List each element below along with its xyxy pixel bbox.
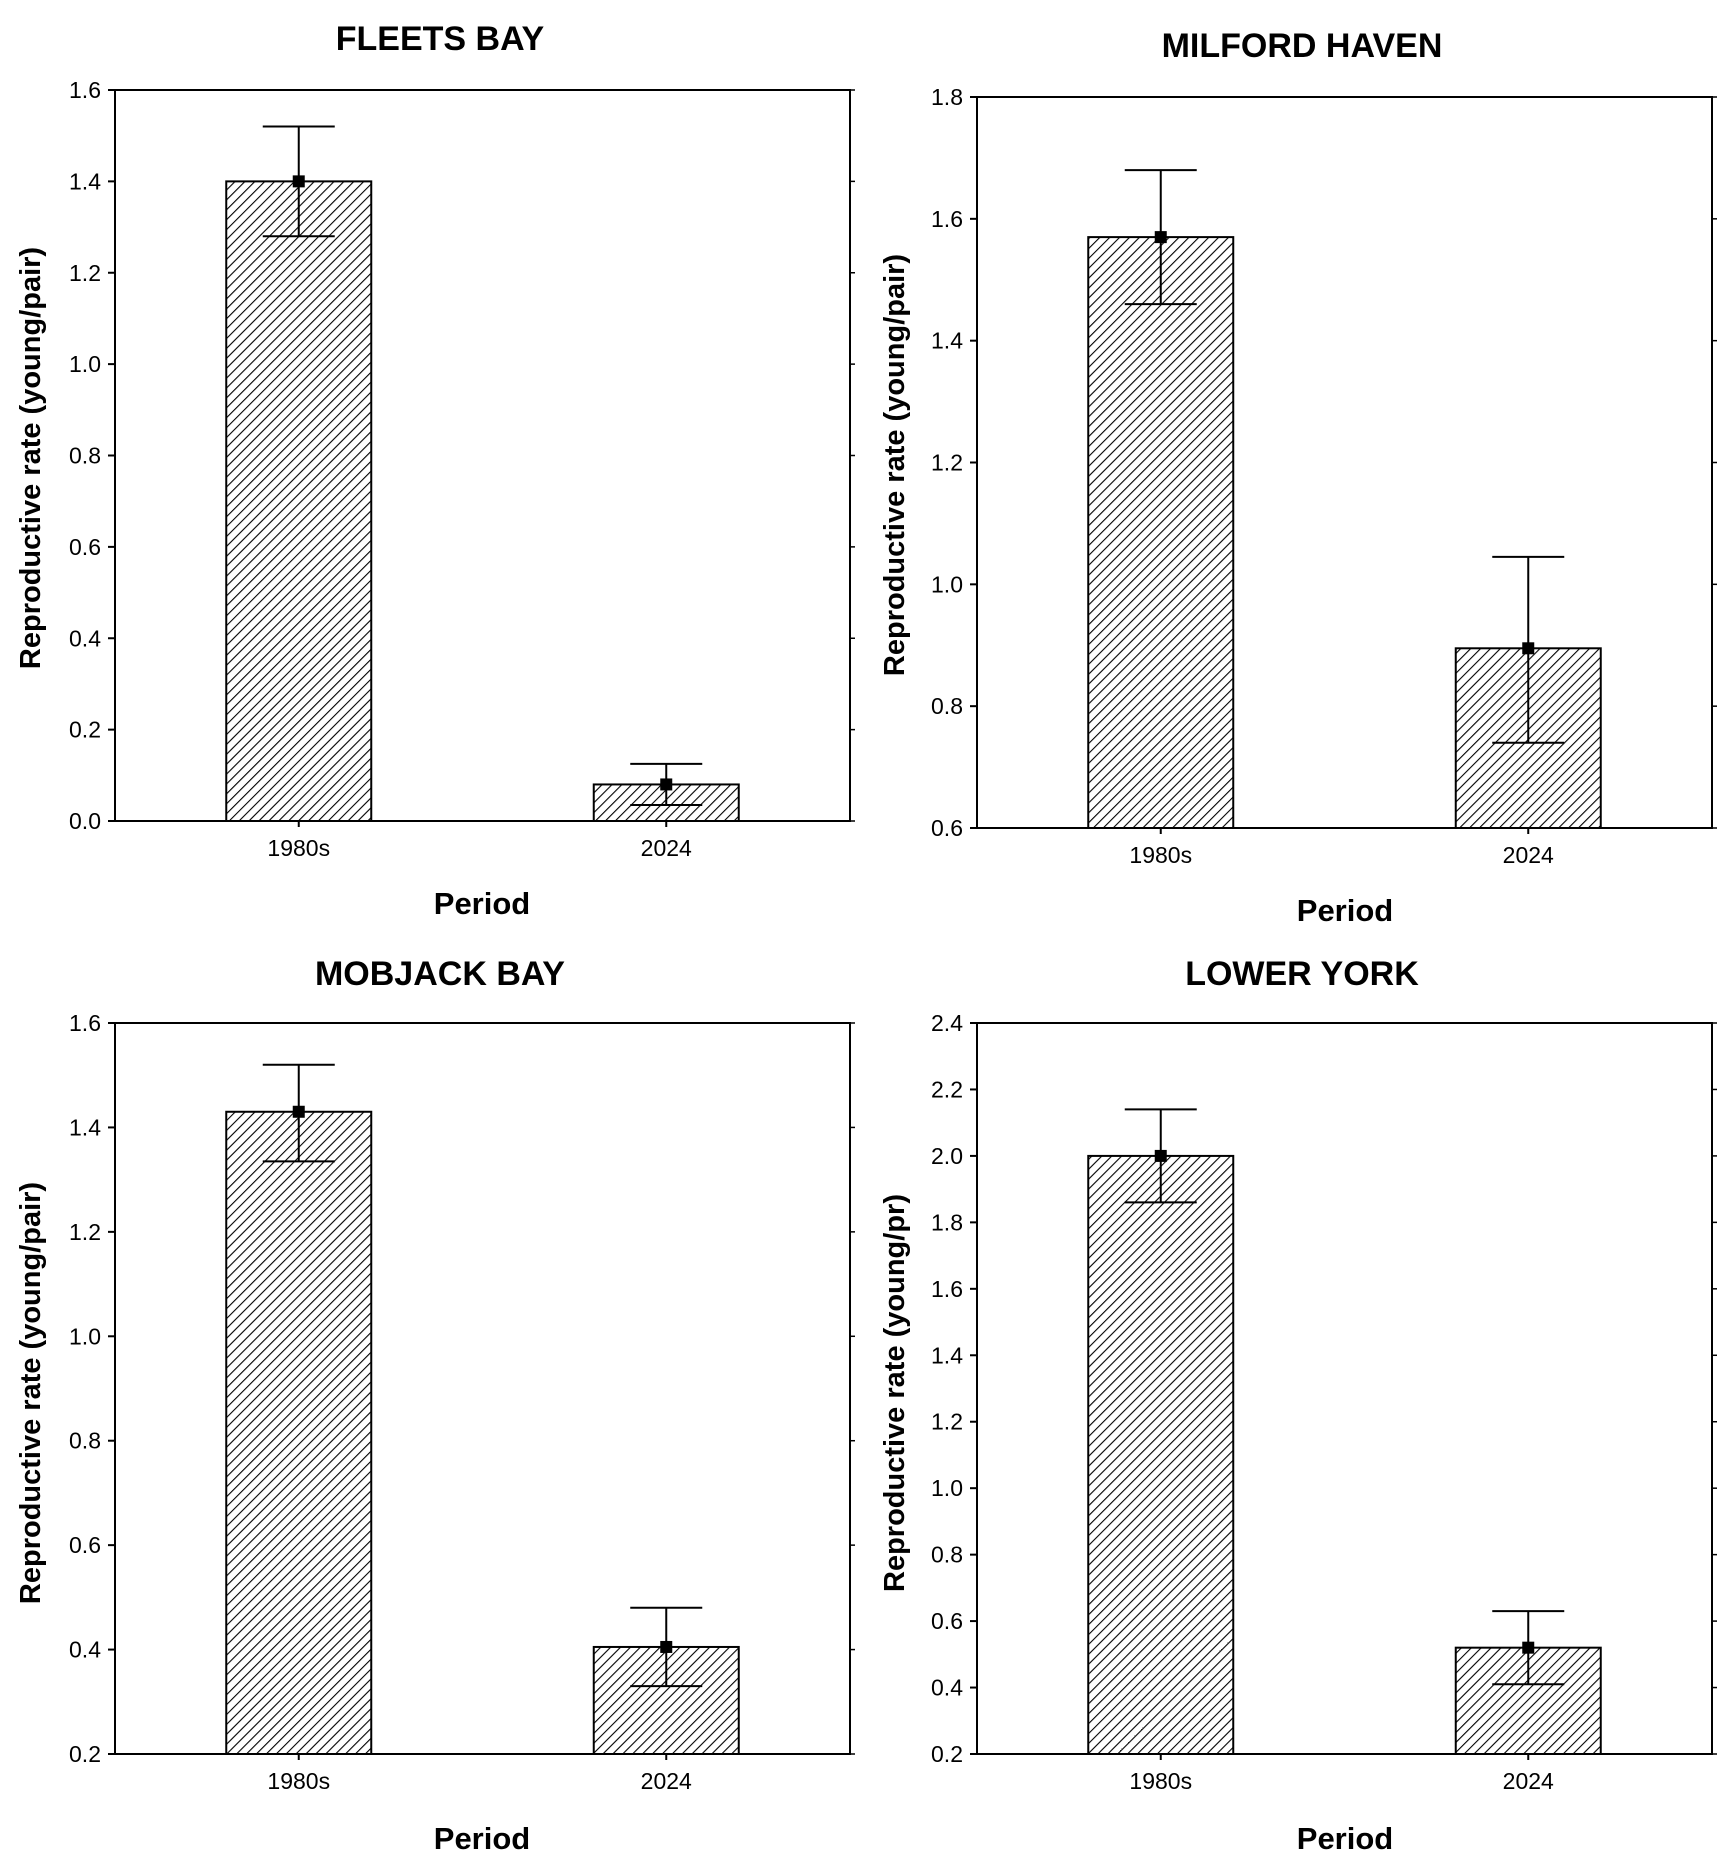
x-tick-label: 1980s [267, 835, 330, 861]
panel-title: LOWER YORK [1185, 955, 1419, 993]
bar [1087, 1154, 1235, 1755]
bar [225, 1110, 373, 1755]
x-tick-label: 1980s [1129, 1768, 1192, 1794]
y-tick-label: 1.0 [69, 1323, 101, 1349]
panel-lower-york: LOWER YORK Reproductive rate (young/pr) … [879, 955, 1717, 1856]
y-tick-label: 1.0 [931, 571, 963, 597]
panel-title: MOBJACK BAY [315, 955, 565, 993]
bar [225, 180, 373, 822]
y-tick-label: 2.2 [931, 1076, 963, 1102]
mean-marker [1522, 1641, 1535, 1654]
plot-frame [114, 1022, 851, 1755]
y-tick-label: 1.4 [69, 1114, 101, 1140]
y-tick-label: 1.6 [931, 1276, 963, 1302]
y-tick-label: 1.0 [931, 1475, 963, 1501]
y-tick-label: 1.8 [931, 84, 963, 110]
y-tick-label: 0.8 [931, 1542, 963, 1568]
mean-marker [660, 778, 673, 791]
y-tick-label: 1.6 [69, 77, 101, 103]
panel-mobjack-bay: MOBJACK BAY Reproductive rate (young/pai… [15, 955, 855, 1856]
plot-area: 0.6 0.8 1.0 1.2 1.4 1.6 1.8 1980s 2024 [931, 84, 1717, 868]
y-tick-label: 1.2 [931, 1409, 963, 1435]
plot-area: 0.2 0.4 0.6 0.8 1.0 1.2 1.4 1.6 1980s 2024 [69, 1010, 855, 1794]
y-tick-label: 1.8 [931, 1209, 963, 1235]
x-tick-label: 2024 [641, 1768, 692, 1794]
panel-title: MILFORD HAVEN [1162, 27, 1443, 65]
x-axis-label: Period [1297, 893, 1393, 928]
y-tick-label: 1.2 [69, 260, 101, 286]
x-tick-label: 2024 [1503, 1768, 1554, 1794]
y-tick-label: 1.4 [931, 1342, 963, 1368]
panel-title: FLEETS BAY [336, 20, 545, 58]
x-tick-label: 1980s [1129, 842, 1192, 868]
y-tick-label: 0.8 [931, 693, 963, 719]
x-axis-label: Period [1297, 1821, 1393, 1856]
y-tick-label: 1.2 [931, 450, 963, 476]
mean-marker [1522, 642, 1535, 655]
plot-frame [976, 1022, 1713, 1755]
y-axis-label: Reproductive rate (young/pair) [879, 254, 911, 676]
panel-milford-haven: MILFORD HAVEN Reproductive rate (young/p… [879, 27, 1717, 928]
y-tick-label: 0.2 [931, 1741, 963, 1767]
y-axis-label: Reproductive rate (young/pr) [879, 1194, 911, 1592]
panel-fleets-bay: FLEETS BAY Reproductive rate (young/pair… [15, 20, 855, 921]
x-axis-label: Period [434, 886, 530, 921]
y-axis-label: Reproductive rate (young/pair) [15, 1182, 47, 1604]
y-tick-label: 0.4 [931, 1675, 963, 1701]
mean-marker [292, 1105, 305, 1118]
y-tick-label: 2.0 [931, 1143, 963, 1169]
y-tick-label: 0.8 [69, 1428, 101, 1454]
y-tick-label: 0.8 [69, 443, 101, 469]
y-tick-label: 0.6 [931, 1608, 963, 1634]
y-tick-label: 0.0 [69, 808, 101, 834]
y-tick-label: 0.6 [69, 1532, 101, 1558]
x-axis-label: Period [434, 1821, 530, 1856]
y-tick-label: 1.4 [69, 168, 101, 194]
y-tick-label: 0.4 [69, 1637, 101, 1663]
mean-marker [1154, 231, 1167, 244]
y-tick-label: 1.4 [931, 328, 963, 354]
y-tick-label: 0.2 [69, 717, 101, 743]
y-tick-label: 0.6 [69, 534, 101, 560]
mean-marker [660, 1640, 673, 1653]
x-tick-label: 2024 [641, 835, 692, 861]
y-tick-label: 0.2 [69, 1741, 101, 1767]
y-tick-label: 0.6 [931, 815, 963, 841]
y-tick-label: 0.4 [69, 625, 101, 651]
y-tick-label: 1.6 [931, 206, 963, 232]
mean-marker [292, 175, 305, 188]
y-tick-label: 2.4 [931, 1010, 963, 1036]
mean-marker [1154, 1149, 1167, 1162]
y-tick-label: 1.2 [69, 1219, 101, 1245]
plot-area: 0.2 0.4 0.6 0.8 1.0 1.2 1.4 1.6 1.8 2.0 2.2 2.4 1980… [931, 1010, 1717, 1794]
y-tick-label: 1.6 [69, 1010, 101, 1036]
plot-area: 0.0 0.2 0.4 0.6 0.8 1.0 1.2 1.4 1.6 1980s 2024 [69, 77, 855, 861]
y-axis-label: Reproductive rate (young/pair) [15, 247, 47, 669]
x-tick-label: 2024 [1503, 842, 1554, 868]
bar [1087, 236, 1235, 829]
y-tick-label: 1.0 [69, 351, 101, 377]
x-tick-label: 1980s [267, 1768, 330, 1794]
